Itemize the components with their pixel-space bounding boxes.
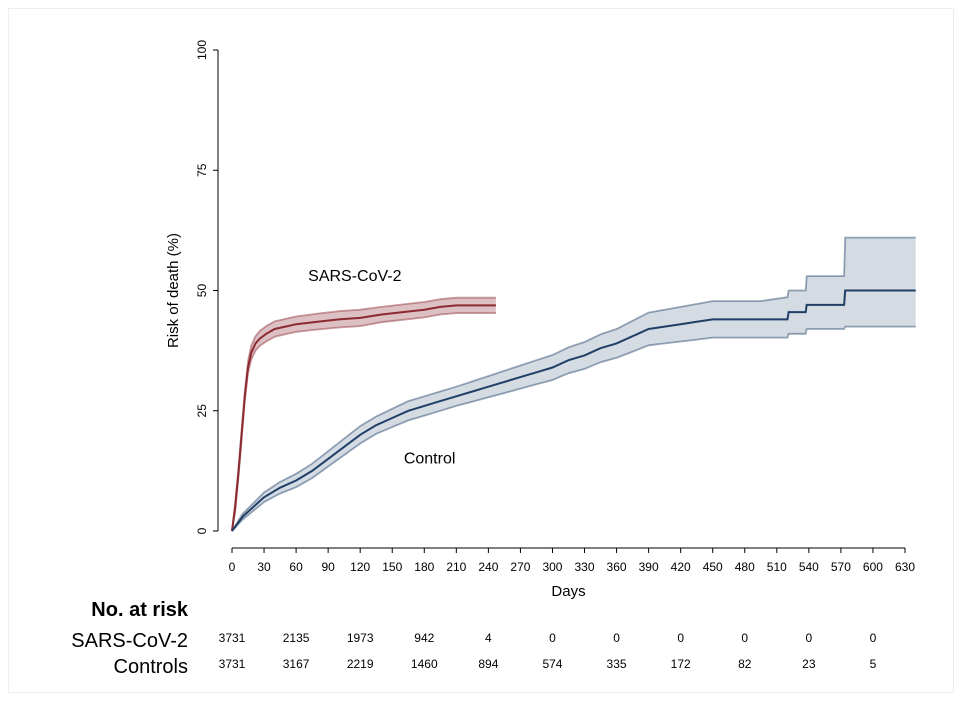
x-tick-label: 330	[575, 560, 595, 574]
y-axis-title: Risk of death (%)	[165, 233, 182, 348]
x-tick-label: 270	[510, 560, 530, 574]
risk-table-group-label: SARS-CoV-2	[71, 630, 188, 652]
x-ticks: 0 30 60 90 120 150 180 210 240 270 300 330 360 390 420…	[229, 548, 915, 574]
series-lines	[231, 289, 916, 532]
series-annotation: Control	[404, 451, 456, 468]
risk-table-value: 942	[414, 631, 434, 645]
risk-table-value: 23	[802, 657, 816, 671]
risk-table-value: 0	[870, 631, 877, 645]
x-tick-label: 240	[478, 560, 498, 574]
risk-table-value: 894	[478, 657, 498, 671]
x-tick-label: 600	[863, 560, 883, 574]
y-tick-label: 0	[195, 527, 209, 534]
x-tick-label: 120	[350, 560, 370, 574]
x-tick-label: 570	[831, 560, 851, 574]
x-tick-label: 390	[639, 560, 659, 574]
x-tick-label: 90	[321, 560, 335, 574]
risk-table-value: 574	[542, 657, 562, 671]
risk-table-value: 3167	[283, 657, 310, 671]
control-ci-band	[232, 237, 916, 531]
y-tick-label: 25	[195, 404, 209, 418]
risk-table-value: 1460	[411, 657, 438, 671]
risk-table-value: 0	[741, 631, 748, 645]
risk-table-rows: SARS-CoV-2 3731 2135 1973 942 4 0 0 0 0 0 0 Controls…	[71, 630, 876, 678]
series-annotation: SARS-CoV-2	[308, 268, 401, 285]
y-tick-label: 75	[195, 163, 209, 177]
risk-table-title: No. at risk	[91, 599, 189, 621]
x-tick-label: 30	[257, 560, 271, 574]
x-tick-label: 540	[799, 560, 819, 574]
x-tick-label: 480	[735, 560, 755, 574]
risk-table-value: 0	[806, 631, 813, 645]
risk-table-value: 2219	[347, 657, 374, 671]
y-tick-label: 100	[195, 40, 209, 60]
x-tick-label: 150	[382, 560, 402, 574]
risk-table-value: 3731	[219, 631, 246, 645]
x-tick-label: 450	[703, 560, 723, 574]
number-at-risk-table: No. at risk SARS-CoV-2 3731 2135 1973 942 4 0 0…	[71, 599, 876, 678]
risk-table-value: 4	[485, 631, 492, 645]
y-ticks: 0 25 50 75 100	[195, 40, 218, 534]
risk-table-value: 5	[870, 657, 877, 671]
risk-table-value: 0	[613, 631, 620, 645]
risk-table-value: 3731	[219, 657, 246, 671]
x-tick-label: 0	[229, 560, 236, 574]
figure-frame	[8, 8, 954, 693]
risk-table-value: 335	[607, 657, 627, 671]
x-tick-label: 630	[895, 560, 915, 574]
x-tick-label: 300	[542, 560, 562, 574]
x-tick-label: 180	[414, 560, 434, 574]
series-annotations: SARS-CoV-2 Control	[308, 268, 455, 468]
x-tick-label: 210	[446, 560, 466, 574]
x-axis-title: Days	[551, 583, 585, 600]
sars-cov-2-survival-line	[231, 304, 496, 532]
x-tick-label: 510	[767, 560, 787, 574]
risk-table-value: 2135	[283, 631, 310, 645]
risk-table-value: 0	[549, 631, 556, 645]
x-tick-label: 420	[671, 560, 691, 574]
control-lower-ci-line	[231, 325, 916, 532]
risk-table-group-label: Controls	[114, 656, 188, 678]
x-tick-label: 60	[289, 560, 303, 574]
risk-table-value: 82	[738, 657, 752, 671]
risk-table-value: 1973	[347, 631, 374, 645]
control-upper-ci-line	[231, 236, 916, 532]
x-tick-label: 360	[607, 560, 627, 574]
y-tick-label: 50	[195, 284, 209, 298]
risk-table-value: 0	[677, 631, 684, 645]
control-survival-line	[231, 289, 916, 532]
risk-table-value: 172	[671, 657, 691, 671]
